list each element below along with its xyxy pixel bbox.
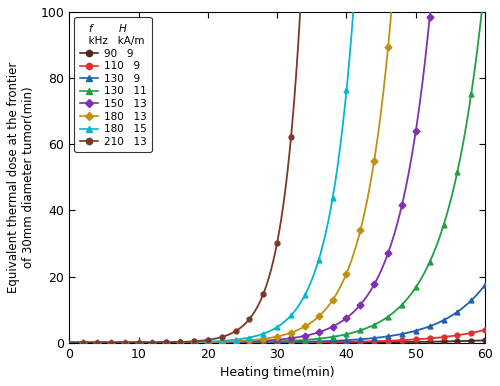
Y-axis label: Equivalent thermal dose at the frontier
of 30mm diameter tumor(min): Equivalent thermal dose at the frontier … [7, 62, 35, 293]
Legend: 90   9, 110   9, 130   9, 130   11, 150   13, 180   13, 180   15, 210   13: 90 9, 110 9, 130 9, 130 11, 150 13, 180 … [74, 17, 152, 152]
X-axis label: Heating time(min): Heating time(min) [220, 366, 334, 379]
